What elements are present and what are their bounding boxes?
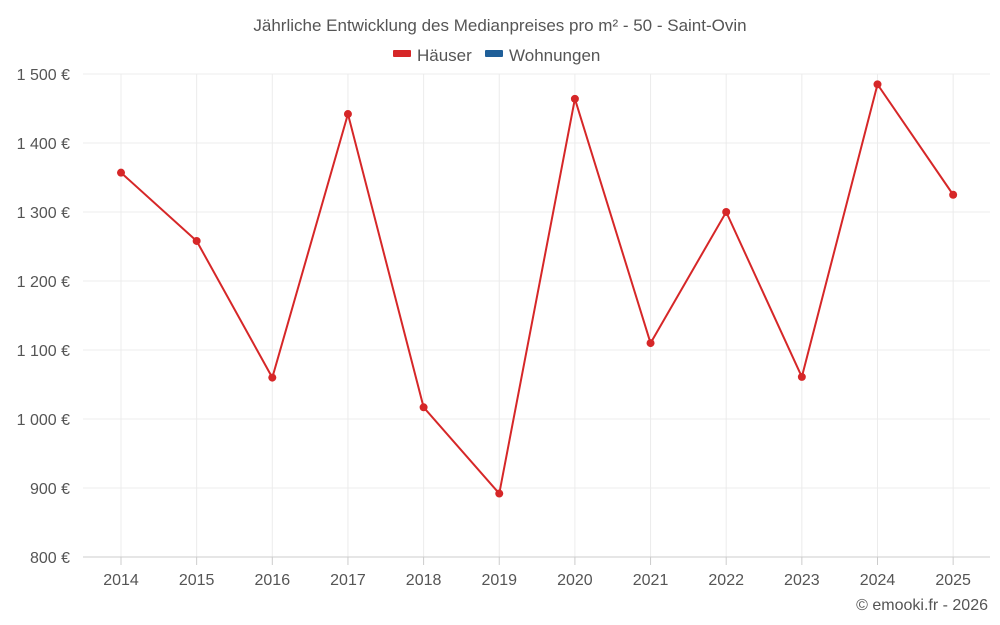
data-point[interactable] — [343, 110, 352, 119]
y-tick-label: 1 100 € — [17, 343, 70, 360]
data-point[interactable] — [419, 403, 428, 412]
x-tick-label: 2022 — [708, 572, 744, 589]
y-tick-label: 1 500 € — [17, 67, 70, 84]
data-point[interactable] — [797, 372, 806, 381]
x-tick-label: 2019 — [481, 572, 517, 589]
y-axis: 800 € 900 € 1 000 € 1 100 € 1 200 € 1 300 € 1 … — [17, 67, 70, 567]
data-point[interactable] — [117, 168, 125, 177]
legend: Häuser Wohnungen — [393, 46, 600, 65]
x-tick-label: 2018 — [406, 572, 442, 589]
y-tick-label: 900 € — [30, 481, 70, 498]
x-tick-label: 2025 — [935, 572, 971, 589]
legend-label-apartments: Wohnungen — [509, 46, 600, 65]
chart-title: Jährliche Entwicklung des Medianpreises … — [253, 16, 746, 35]
data-point[interactable] — [192, 236, 201, 245]
x-tick-label: 2021 — [633, 572, 669, 589]
x-tick-label: 2015 — [179, 572, 215, 589]
x-tick-label: 2024 — [860, 572, 896, 589]
legend-item-houses[interactable]: Häuser — [393, 46, 472, 65]
data-point[interactable] — [722, 208, 731, 216]
series-group — [117, 80, 958, 498]
y-tick-label: 1 200 € — [17, 274, 70, 291]
x-tick-label: 2014 — [103, 572, 139, 589]
y-tick-label: 800 € — [30, 550, 70, 567]
series-line-0 — [120, 81, 954, 496]
x-axis: 2014 2015 2016 2017 2018 2019 2020 2021 2022 2023… — [83, 556, 990, 589]
data-point[interactable] — [570, 94, 579, 103]
data-point[interactable] — [646, 339, 655, 348]
legend-swatch-apartments — [485, 50, 503, 57]
x-tick-label: 2023 — [784, 572, 820, 589]
legend-label-houses: Häuser — [417, 46, 472, 65]
data-point[interactable] — [268, 373, 277, 382]
legend-item-apartments[interactable]: Wohnungen — [485, 46, 600, 65]
x-tick-label: 2017 — [330, 572, 366, 589]
data-point[interactable] — [495, 489, 504, 498]
legend-swatch-houses — [393, 50, 411, 57]
data-point[interactable] — [949, 190, 958, 199]
y-tick-label: 1 000 € — [17, 412, 70, 429]
y-gridlines — [83, 73, 990, 489]
credit-text: © emooki.fr - 2026 — [856, 597, 988, 614]
x-tick-label: 2020 — [557, 572, 593, 589]
y-tick-label: 1 300 € — [17, 205, 70, 222]
y-tick-label: 1 400 € — [17, 136, 70, 153]
data-point[interactable] — [873, 80, 882, 89]
x-tick-label: 2016 — [255, 572, 291, 589]
x-gridlines — [120, 74, 954, 557]
